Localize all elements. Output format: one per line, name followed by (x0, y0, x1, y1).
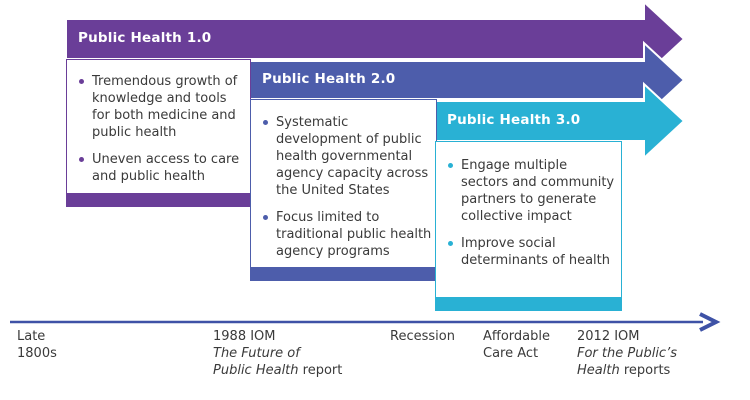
bullet-text: Tremendous growth of knowledge and tools… (92, 74, 238, 140)
timeline-label-line: 2012 IOM (577, 329, 640, 344)
ph1-banner-title: Public Health 1.0 (78, 30, 212, 46)
ph3-detail-box: Engage multiple sectors and community pa… (435, 141, 622, 311)
list-item: Systematic development of public health … (261, 114, 432, 199)
timeline-label-line: 1800s (17, 346, 57, 361)
list-item: Tremendous growth of knowledge and tools… (77, 73, 246, 141)
timeline-label-affordable-care-act: Affordable Care Act (483, 328, 550, 362)
timeline-label-late-1800s: Late 1800s (17, 328, 57, 362)
ph2-detail-box: Systematic development of public health … (250, 99, 437, 281)
bullet-text: Focus limited to traditional public heal… (276, 210, 432, 259)
ph2-banner-title: Public Health 2.0 (262, 71, 396, 87)
bullet-dot-icon (79, 157, 84, 162)
bullet-dot-icon (263, 215, 268, 220)
timeline-label-italic-part: Health (577, 363, 620, 378)
list-item: Engage multiple sectors and community pa… (446, 157, 617, 225)
list-item: Improve social determinants of health (446, 235, 617, 269)
timeline-label-line: The Future of (213, 346, 300, 361)
bullet-dot-icon (448, 241, 453, 246)
bullet-text: Engage multiple sectors and community pa… (461, 158, 615, 224)
ph3-bullet-list: Engage multiple sectors and community pa… (436, 142, 621, 269)
ph2-bullet-list: Systematic development of public health … (251, 100, 436, 260)
timeline-label-regular-part: report (298, 363, 343, 378)
timeline-label-line: Health reports (577, 362, 677, 379)
timeline-arrowhead-icon (699, 312, 721, 332)
ph3-banner-title: Public Health 3.0 (447, 112, 581, 128)
timeline-label-line: Late (17, 329, 46, 344)
timeline-label-line: 1988 IOM (213, 329, 276, 344)
ph1-box-bottom-strip (67, 193, 250, 206)
timeline-label-line: Care Act (483, 346, 539, 361)
bullet-dot-icon (79, 79, 84, 84)
ph1-detail-box: Tremendous growth of knowledge and tools… (66, 59, 251, 207)
list-item: Focus limited to traditional public heal… (261, 209, 432, 260)
timeline-label-line: Public Health report (213, 362, 342, 379)
bullet-text: Systematic development of public health … (276, 115, 429, 198)
bullet-text: Improve social determinants of health (461, 236, 610, 268)
timeline-label-1988-iom: 1988 IOM The Future of Public Health rep… (213, 328, 342, 379)
bullet-text: Uneven access to care and public health (92, 152, 240, 184)
timeline-label-line: Recession (390, 329, 455, 344)
ph3-box-bottom-strip (436, 297, 621, 310)
timeline-label-line: Affordable (483, 329, 550, 344)
list-item: Uneven access to care and public health (77, 151, 246, 185)
bullet-dot-icon (448, 163, 453, 168)
ph1-bullet-list: Tremendous growth of knowledge and tools… (67, 60, 250, 185)
timeline-label-regular-part: reports (619, 363, 671, 378)
timeline-label-2012-iom: 2012 IOM For the Public’s Health reports (577, 328, 677, 379)
timeline-label-recession: Recession (390, 328, 455, 345)
timeline-label-italic-part: Public Health (213, 363, 299, 378)
ph2-box-bottom-strip (251, 267, 436, 280)
timeline-label-line: For the Public’s (577, 346, 677, 361)
bullet-dot-icon (263, 120, 268, 125)
